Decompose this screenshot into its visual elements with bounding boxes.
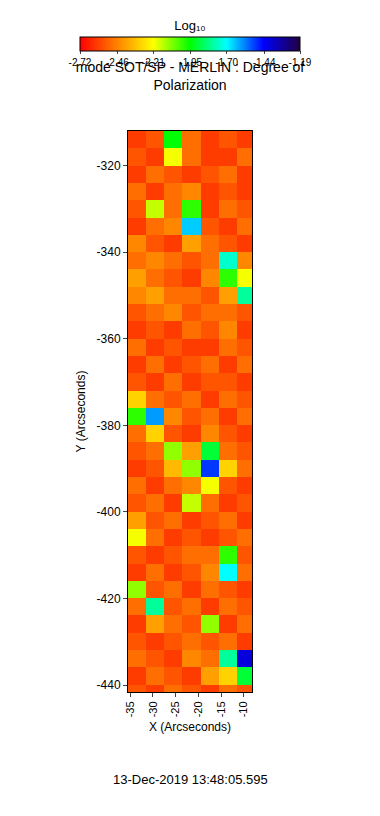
svg-text:-2.21: -2.21 [142,57,165,68]
svg-text:-10: -10 [237,701,249,717]
svg-text:Log₁₀: Log₁₀ [174,18,205,33]
svg-text:-320: -320 [97,159,121,173]
svg-text:X (Arcseconds): X (Arcseconds) [149,720,231,734]
svg-text:13-Dec-2019 13:48:05.595: 13-Dec-2019 13:48:05.595 [113,772,268,787]
svg-text:-420: -420 [97,592,121,606]
svg-text:-360: -360 [97,332,121,346]
svg-text:-1.44: -1.44 [253,57,276,68]
svg-text:-400: -400 [97,505,121,519]
svg-text:-1.19: -1.19 [289,57,312,68]
svg-text:-440: -440 [97,678,121,692]
svg-text:-15: -15 [215,701,227,717]
svg-text:-35: -35 [124,701,136,717]
svg-text:-25: -25 [169,701,181,717]
svg-text:-2.72: -2.72 [69,57,92,68]
svg-text:Y (Arcseconds): Y (Arcseconds) [74,371,88,453]
svg-text:-20: -20 [192,701,204,717]
svg-text:-380: -380 [97,419,121,433]
svg-text:mode SOT/SP - MERLIN : Degree: mode SOT/SP - MERLIN : Degree ofPolariza… [76,59,305,93]
svg-text:-340: -340 [97,245,121,259]
svg-text:-2.46: -2.46 [106,57,129,68]
svg-text:-30: -30 [147,701,159,717]
svg-text:-1.70: -1.70 [215,57,238,68]
svg-text:-1.95: -1.95 [179,57,202,68]
